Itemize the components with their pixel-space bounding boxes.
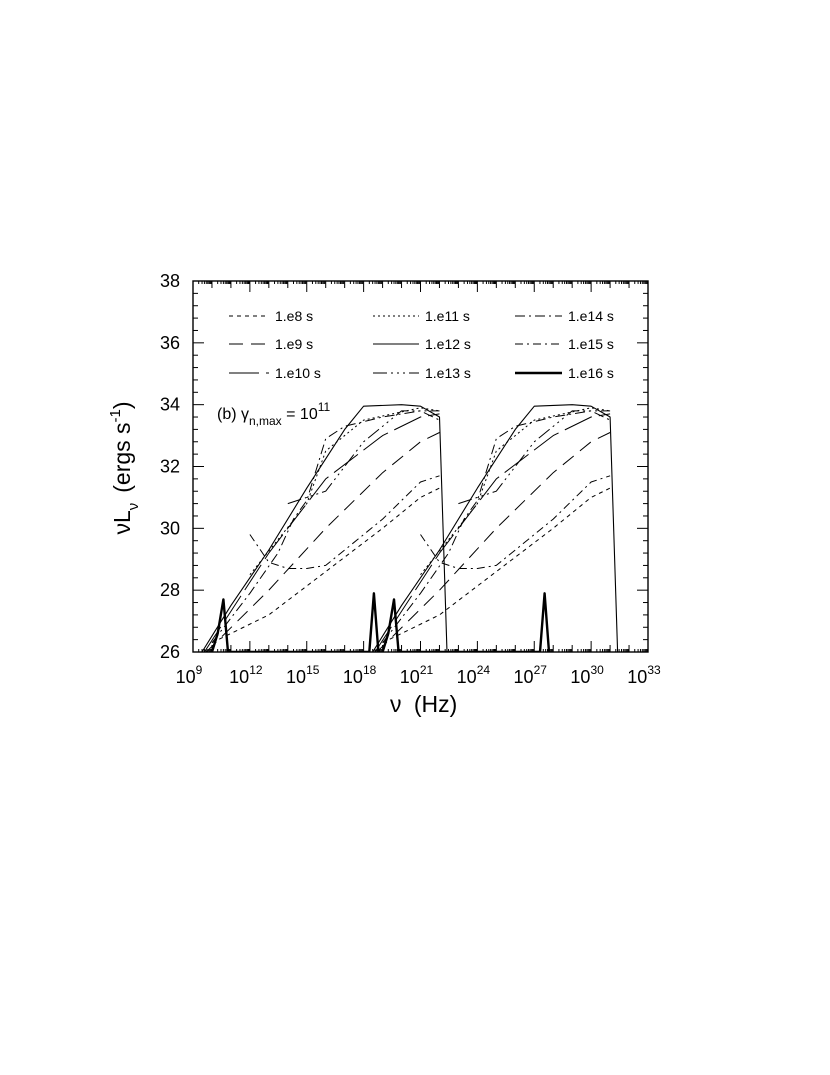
series-line-4 bbox=[249, 407, 440, 576]
series-line-2 bbox=[205, 432, 440, 652]
legend-label: 1.e10 s bbox=[275, 365, 321, 381]
x-tick-label: 1018 bbox=[343, 663, 377, 687]
series-line-8 bbox=[249, 475, 440, 569]
y-tick-label: 38 bbox=[160, 271, 180, 291]
y-axis-title: νLν(ergs s-1) bbox=[107, 401, 142, 534]
x-tick-label: 1033 bbox=[627, 663, 661, 687]
series-line-9-high bbox=[381, 592, 551, 652]
series-line-3 bbox=[203, 413, 440, 652]
series-line-5 bbox=[201, 404, 448, 652]
series-line-8-high bbox=[420, 475, 611, 569]
y-tick-label: 36 bbox=[160, 333, 180, 353]
y-tick-label: 28 bbox=[160, 580, 180, 600]
x-tick-label: 1012 bbox=[229, 663, 263, 687]
series-layer bbox=[201, 404, 619, 652]
y-tick-label: 32 bbox=[160, 457, 180, 477]
series-line-7-high bbox=[382, 410, 611, 644]
x-tick-labels: 109 1012 1015 1018 1021 1024 1027 1030 1033 bbox=[176, 663, 661, 687]
series-line-7 bbox=[211, 410, 440, 644]
legend-label: 1.e11 s bbox=[425, 308, 470, 324]
y-tick-label: 26 bbox=[160, 642, 180, 662]
y-tick-labels: 26 28 30 32 34 36 38 bbox=[160, 271, 180, 662]
legend-label: 1.e12 s bbox=[425, 336, 471, 352]
series-line-9 bbox=[210, 592, 380, 652]
x-tick-label: 1027 bbox=[514, 663, 548, 687]
x-tick-label: 1021 bbox=[400, 663, 434, 687]
legend-label: 1.e14 s bbox=[568, 308, 614, 324]
series-line-5-high bbox=[372, 404, 619, 652]
legend-label: 1.e9 s bbox=[275, 336, 313, 352]
axis-ticks bbox=[192, 280, 649, 653]
series-line-6 bbox=[287, 410, 440, 505]
x-tick-label: 1024 bbox=[457, 663, 491, 687]
series-line-4-high bbox=[420, 407, 611, 576]
legend-label: 1.e8 s bbox=[275, 308, 313, 324]
x-axis-title: ν (Hz) bbox=[390, 691, 457, 717]
series-line-6-high bbox=[458, 410, 611, 505]
series-line-2-high bbox=[376, 432, 611, 652]
legend-label: 1.e15 s bbox=[568, 336, 614, 352]
series-line-3-high bbox=[374, 413, 611, 652]
legend: 1.e8 s 1.e9 s 1.e10 s 1.e11 s 1.e12 s 1.e13 s… bbox=[229, 308, 614, 381]
x-tick-label: 109 bbox=[176, 663, 203, 687]
series-line-1-high bbox=[382, 487, 611, 644]
series-line-1 bbox=[211, 487, 440, 644]
x-tick-label: 1015 bbox=[286, 663, 320, 687]
legend-label: 1.e13 s bbox=[425, 365, 471, 381]
y-tick-label: 34 bbox=[160, 395, 180, 415]
y-tick-label: 30 bbox=[160, 518, 180, 538]
legend-label: 1.e16 s bbox=[568, 365, 614, 381]
gamma-annotation: (b) γn,max = 1011 bbox=[217, 400, 331, 428]
x-tick-label: 1030 bbox=[570, 663, 604, 687]
